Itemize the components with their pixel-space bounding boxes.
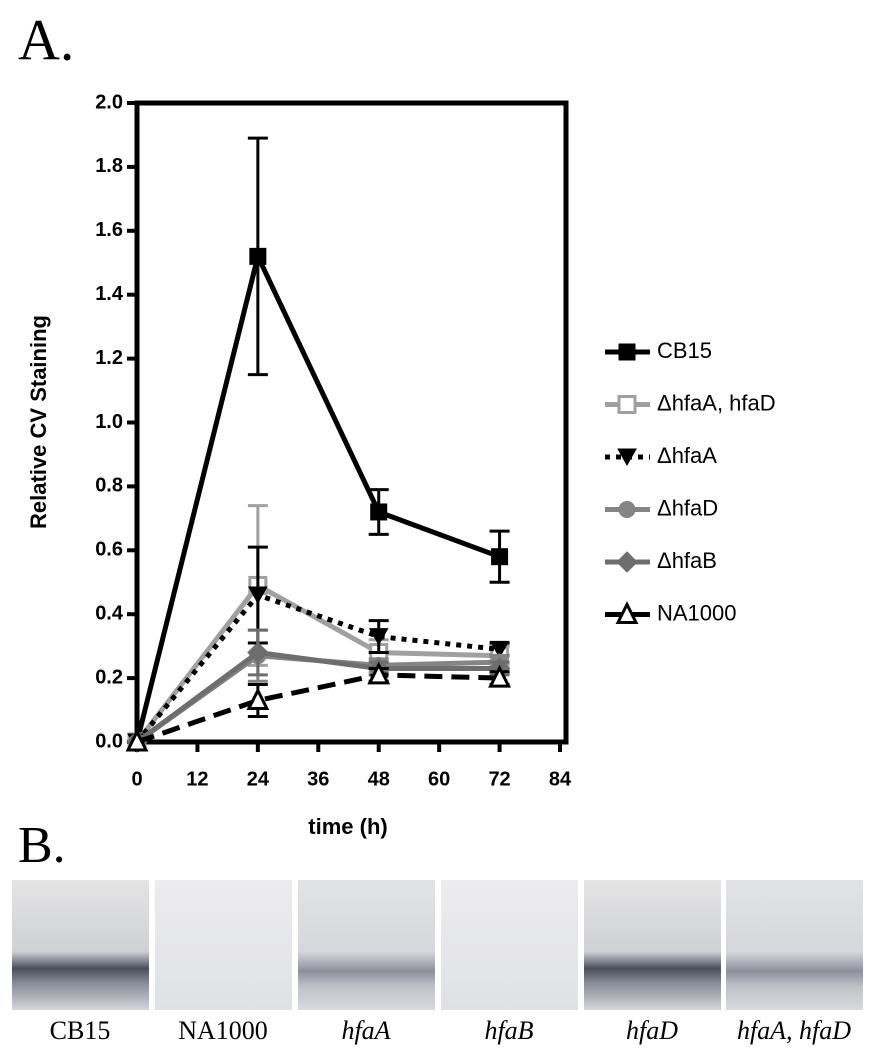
marker — [125, 728, 149, 752]
series — [126, 628, 511, 753]
photo — [12, 880, 149, 1010]
legend-entry: ΔhfaD — [605, 495, 718, 520]
photo-label: hfaA — [341, 1016, 390, 1045]
photo — [155, 880, 292, 1010]
marker — [248, 586, 268, 605]
photo-strip: CB15 NA1000 hfaA hfaB hfaD hfaA, hfaD — [12, 880, 863, 1045]
x-tick-label: 84 — [549, 768, 572, 790]
marker — [367, 661, 391, 685]
y-tick-label: 2.0 — [95, 91, 123, 113]
x-tick-label: 24 — [247, 768, 270, 790]
legend-label: ΔhfaD — [657, 495, 718, 520]
x-tick-label: 36 — [307, 768, 329, 790]
series — [128, 628, 510, 751]
y-tick-label: 0.8 — [95, 475, 123, 497]
photo-label: CB15 — [50, 1016, 111, 1045]
legend-label: ΔhfaA — [657, 443, 717, 468]
legend-entry: NA1000 — [605, 600, 737, 625]
legend-marker — [618, 343, 636, 361]
y-tick-label: 0.4 — [95, 602, 124, 624]
legend-label: CB15 — [657, 338, 712, 363]
marker — [247, 641, 269, 664]
x-tick-label: 72 — [488, 768, 510, 790]
photo — [441, 880, 578, 1010]
y-tick-label: 1.6 — [95, 219, 123, 241]
y-tick-label: 1.4 — [95, 283, 124, 305]
photo-label: hfaA, hfaD — [737, 1016, 851, 1045]
legend-entry: ΔhfaA — [605, 443, 717, 468]
series-line — [134, 248, 501, 743]
legend-entry: ΔhfaB — [605, 548, 717, 573]
x-tick-label: 48 — [368, 768, 390, 790]
y-tick-label: 1.8 — [95, 155, 123, 177]
photo-label: NA1000 — [178, 1016, 268, 1045]
photo-label: hfaB — [484, 1016, 533, 1045]
marker — [370, 503, 388, 521]
marker — [368, 628, 389, 646]
series-line — [135, 592, 500, 744]
y-tick-label: 0.0 — [95, 730, 123, 752]
marker — [246, 687, 270, 710]
x-tick-label: 12 — [186, 768, 208, 790]
y-axis-title: Relative CV Staining — [26, 315, 51, 529]
legend-marker — [616, 551, 638, 573]
legend-marker — [617, 395, 637, 414]
marker — [488, 664, 511, 688]
legend-label: ΔhfaB — [657, 548, 717, 573]
series-line — [135, 649, 500, 745]
panel-label: B. — [18, 817, 66, 874]
marker — [249, 247, 267, 265]
legend-marker — [615, 601, 639, 624]
x-tick-label: 0 — [131, 768, 142, 790]
series-line — [136, 672, 500, 745]
legend-label: NA1000 — [657, 600, 737, 625]
photo — [298, 880, 435, 1010]
legend-marker — [617, 448, 637, 467]
photo — [726, 880, 863, 1010]
x-axis-title: time (h) — [308, 814, 387, 839]
x-tick-label: 60 — [428, 768, 450, 790]
legend-entry: ΔhfaA, hfaD — [605, 390, 776, 415]
legend-marker — [618, 501, 636, 518]
series-line — [135, 582, 500, 744]
series — [127, 545, 510, 752]
photo-label: hfaD — [626, 1016, 678, 1045]
y-tick-label: 1.0 — [95, 411, 123, 433]
marker — [491, 548, 509, 566]
photo — [584, 880, 721, 1010]
legend-label: ΔhfaA, hfaD — [657, 390, 776, 415]
panel-label: A. — [18, 7, 74, 72]
y-tick-label: 0.6 — [95, 539, 123, 561]
plot: 0.0 0.2 0.4 0.6 0.8 1.0 1.2 1.4 1.6 1.8 2.0 0 12 24 36… — [95, 91, 775, 790]
marker — [489, 640, 510, 659]
y-tick-label: 0.2 — [95, 666, 123, 688]
legend-entry: CB15 — [605, 338, 712, 363]
series — [125, 661, 511, 752]
y-tick-label: 1.2 — [95, 347, 123, 369]
